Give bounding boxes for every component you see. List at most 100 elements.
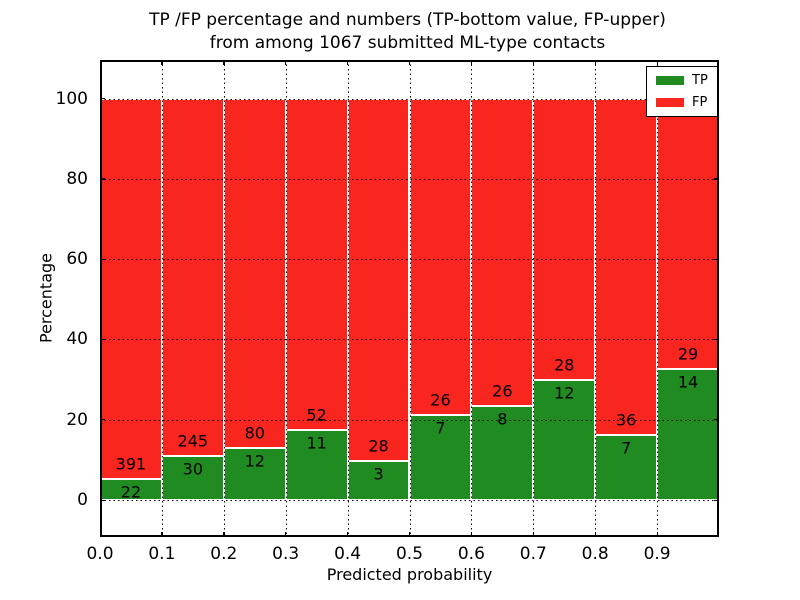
y-tick-label: 80 (66, 168, 88, 189)
y-tick-label: 40 (66, 329, 88, 350)
bar-tp-count-label: 30 (182, 459, 204, 479)
gridline-vertical (533, 60, 535, 537)
gridline-horizontal (100, 98, 719, 100)
x-axis-tick (656, 532, 658, 537)
bar-fp-count-label: 245 (177, 431, 209, 451)
axis-spine-right (717, 60, 719, 537)
bar-fp-count-label: 26 (430, 390, 451, 410)
x-tick-label: 0.1 (148, 544, 176, 564)
y-axis-tick (100, 98, 105, 100)
y-tick-label: 100 (55, 88, 88, 109)
x-axis-tick (161, 532, 163, 537)
legend-swatch-fp (656, 98, 684, 107)
gridline-vertical (471, 60, 473, 537)
x-axis-tick-top (161, 60, 163, 65)
bar-fp-count-label: 29 (677, 344, 699, 364)
bar-tp-count-label: 11 (306, 433, 327, 453)
bar-fp-count-label: 28 (554, 355, 575, 375)
gridline-horizontal (100, 339, 719, 341)
bar-fp-count-label: 36 (615, 410, 637, 430)
bar-fp-segment (471, 98, 534, 406)
x-tick-label: 0.4 (334, 544, 362, 564)
x-tick-label: 0.6 (457, 544, 485, 564)
bar-fp-segment (533, 98, 596, 380)
axis-spine-left (100, 60, 102, 537)
gridline-horizontal (100, 419, 719, 421)
bar-fp-segment (657, 98, 719, 370)
x-axis-tick-top (470, 60, 473, 65)
x-tick-label: 0.7 (519, 544, 547, 564)
bar-tp-segment (409, 414, 472, 500)
gridline-vertical (285, 60, 287, 537)
x-axis-tick (409, 532, 411, 537)
bar-tp-segment (161, 456, 224, 500)
x-axis-tick-top (99, 60, 101, 65)
bar-fp-segment (409, 98, 472, 415)
bar-fp-segment (595, 98, 658, 435)
legend-swatch-tp (656, 76, 684, 85)
x-axis-tick (99, 532, 101, 537)
y-axis-tick (100, 499, 105, 501)
gridline-vertical (347, 60, 349, 537)
y-axis-tick-right (714, 419, 719, 421)
chart-title-line1: TP /FP percentage and numbers (TP-bottom… (149, 10, 666, 30)
x-axis-tick-top (347, 60, 349, 65)
bar-fp-segment (100, 98, 162, 479)
y-axis-tick-right (714, 338, 719, 341)
bar-fp-segment (223, 98, 286, 448)
gridline-horizontal (100, 259, 719, 261)
chart-title-line2: from among 1067 submitted ML-type contac… (209, 33, 606, 53)
bar-tp-count-label: 7 (435, 418, 446, 438)
bar-tp-segment (657, 369, 719, 500)
bar-tp-count-label: 12 (244, 451, 265, 471)
bar-tp-segment (595, 434, 658, 500)
x-tick-label: 0.5 (395, 544, 424, 564)
plot-area: TP FP 391 22 245 30 80 12 52 11 28 3 26 7 26 8 28 12 36 7 2… (99, 60, 719, 537)
bar-tp-count-label: 22 (120, 482, 142, 502)
gridline-vertical (409, 60, 411, 537)
y-axis-tick-right (714, 499, 719, 501)
y-axis-tick (100, 258, 105, 260)
bar-tp-count-label: 8 (497, 409, 508, 429)
x-axis-tick-top (409, 60, 411, 65)
x-axis-tick (285, 532, 287, 537)
bar-fp-count-label: 80 (244, 423, 265, 443)
y-axis-tick (100, 338, 105, 341)
gridline-vertical (595, 60, 597, 537)
x-tick-label: 0.3 (272, 544, 300, 564)
gridline-vertical (161, 60, 163, 537)
x-axis-tick-top (285, 60, 287, 65)
legend-entry: FP (656, 96, 708, 109)
bar-fp-segment (347, 98, 410, 462)
bar-tp-segment (223, 447, 286, 500)
x-tick-label: 0.8 (581, 544, 609, 564)
bar-tp-count-label: 14 (677, 372, 699, 392)
x-axis-tick (594, 532, 596, 537)
x-axis-label: Predicted probability (326, 565, 493, 584)
bar-tp-count-label: 7 (621, 438, 632, 458)
y-axis-tick (100, 178, 105, 180)
x-axis-tick (347, 532, 349, 537)
y-axis-tick (100, 419, 105, 421)
bar-tp-segment (533, 379, 596, 500)
x-tick-label: 0.9 (643, 544, 671, 564)
bar-fp-count-label: 26 (492, 381, 513, 401)
legend-entry: TP (656, 74, 708, 87)
bar-fp-count-label: 391 (115, 454, 147, 474)
bar-fp-count-label: 52 (306, 405, 327, 425)
legend-label: TP (692, 73, 708, 88)
gridline-horizontal (100, 500, 719, 501)
x-axis-tick-top (532, 60, 535, 65)
y-tick-label: 60 (66, 249, 88, 270)
x-axis-tick (223, 532, 225, 537)
y-axis-tick-right (714, 178, 719, 180)
bar-fp-count-label: 28 (368, 436, 389, 456)
y-tick-label: 0 (77, 490, 88, 510)
gridline-horizontal (100, 178, 719, 180)
x-tick-label: 0.0 (86, 544, 114, 564)
gridline-vertical (657, 60, 659, 537)
x-axis-tick (532, 532, 535, 537)
gridline-vertical (223, 60, 225, 537)
x-tick-label: 0.2 (210, 544, 238, 564)
